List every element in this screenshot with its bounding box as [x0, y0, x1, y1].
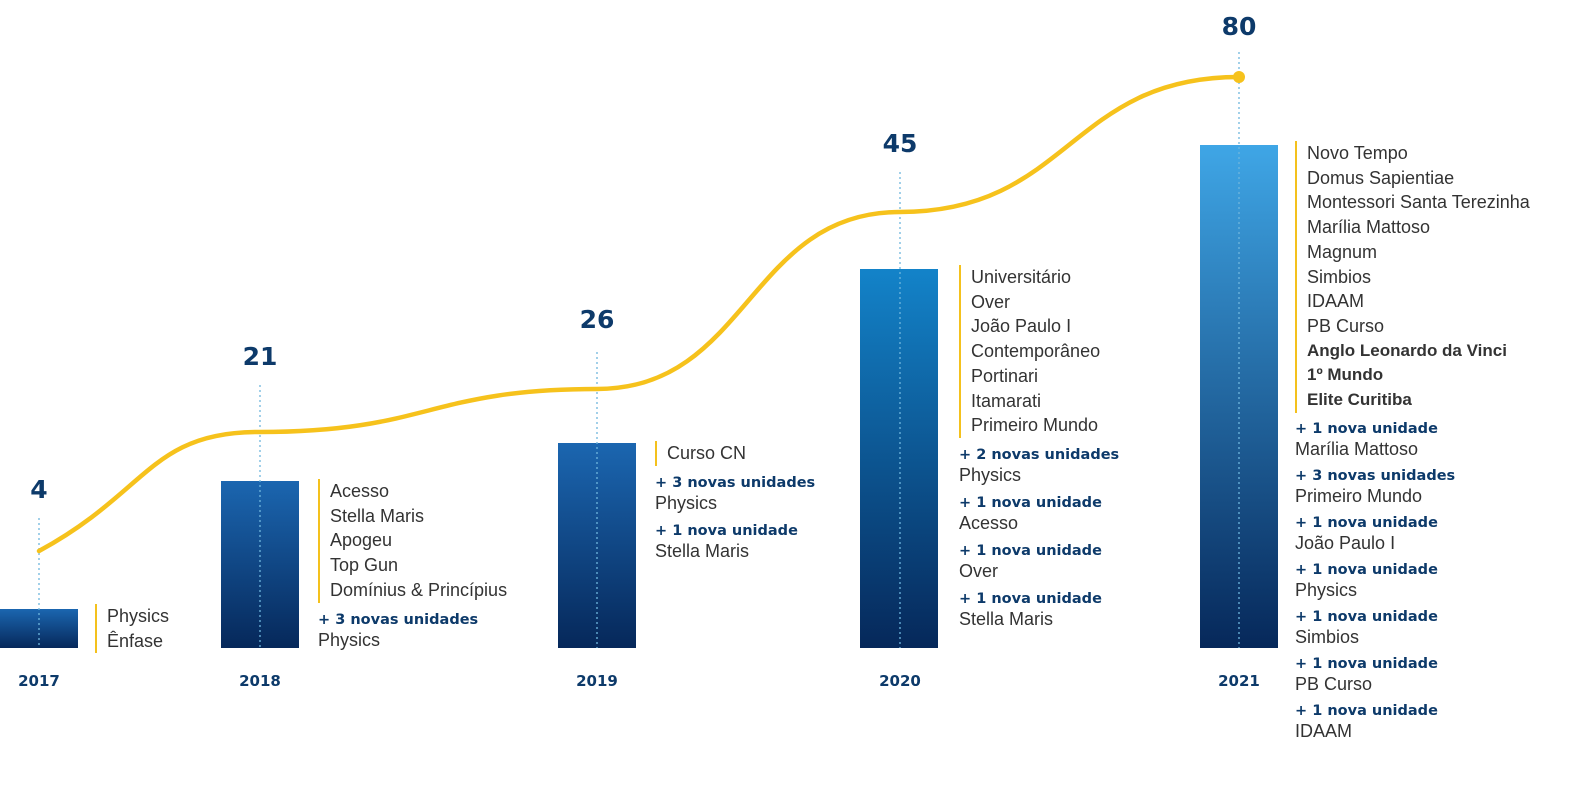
addition-count: + 1 nova unidade [959, 494, 1102, 511]
total-label-2020: 45 [883, 129, 918, 158]
unit-name: Top Gun [330, 555, 399, 576]
addition-unit-name: Stella Maris [959, 608, 1054, 629]
total-label-2017: 4 [30, 475, 47, 504]
unit-addition: + 1 nova unidade Stella Maris [655, 522, 815, 562]
unit-addition: + 1 nova unidade João Paulo I [1295, 514, 1530, 554]
new-units-list: Acesso Stella Maris Apogeu Top Gun Domínius … [318, 479, 507, 603]
unit-name: Acesso [330, 481, 390, 501]
addition-count: + 3 novas unidades [655, 474, 816, 491]
addition-count: + 1 nova unidade [1295, 702, 1438, 719]
unit-addition: + 1 nova unidade Marília Mattoso [1295, 420, 1530, 460]
addition-count: + 3 novas unidades [1295, 467, 1456, 484]
unit-name: Apogeu [330, 530, 393, 551]
unit-name: Primeiro Mundo [971, 415, 1099, 436]
total-label-2018: 21 [243, 342, 278, 371]
unit-addition: + 2 novas unidades Physics [959, 446, 1119, 486]
trend-line-end-dot [1233, 71, 1245, 83]
trend-line [36, 74, 1242, 554]
year-label-2020: 2020 [879, 672, 921, 690]
unit-addition: + 1 nova unidade PB Curso [1295, 655, 1530, 695]
unit-name: IDAAM [1307, 291, 1365, 312]
unit-name: Montessori Santa Terezinha [1307, 192, 1530, 213]
units-panel-2018: Acesso Stella Maris Apogeu Top Gun Domínius … [318, 479, 507, 651]
addition-count: + 3 novas unidades [318, 611, 479, 628]
unit-name: Elite Curitiba [1307, 390, 1412, 410]
addition-count: + 1 nova unidade [959, 590, 1102, 607]
unit-addition: + 1 nova unidade IDAAM [1295, 702, 1530, 742]
total-label-2019: 26 [580, 305, 615, 334]
addition-unit-name: PB Curso [1295, 673, 1373, 694]
year-label-2021: 2021 [1218, 672, 1260, 690]
units-panel-2017: Physics Ênfase [95, 604, 170, 654]
addition-unit-name: Stella Maris [655, 540, 750, 561]
unit-name: Universitário [971, 267, 1072, 287]
new-units-list: Physics Ênfase [95, 604, 170, 654]
unit-addition: + 1 nova unidade Acesso [959, 494, 1119, 534]
addition-unit-name: João Paulo I [1295, 532, 1396, 553]
unit-addition: + 1 nova unidade Simbios [1295, 608, 1530, 648]
addition-unit-name: Physics [655, 492, 718, 513]
addition-count: + 1 nova unidade [1295, 420, 1438, 437]
addition-unit-name: IDAAM [1295, 720, 1353, 741]
units-panel-2019: Curso CN + 3 novas unidades Physics + 1 nov… [655, 441, 815, 562]
addition-count: + 1 nova unidade [1295, 655, 1438, 672]
unit-name: Domus Sapientiae [1307, 167, 1455, 188]
addition-unit-name: Marília Mattoso [1295, 438, 1419, 459]
unit-addition: + 1 nova unidade Stella Maris [959, 590, 1119, 630]
year-label-2019: 2019 [576, 672, 618, 690]
unit-name: Stella Maris [330, 505, 425, 526]
unit-name: Novo Tempo [1307, 143, 1408, 163]
unit-name: Itamarati [971, 390, 1042, 411]
bar-2020 [860, 269, 938, 648]
unit-name: Simbios [1307, 266, 1372, 287]
addition-unit-name: Simbios [1295, 626, 1360, 647]
addition-count: + 1 nova unidade [1295, 514, 1438, 531]
unit-name: João Paulo I [971, 316, 1072, 337]
new-units-list: Novo Tempo Domus Sapientiae Montessori San… [1295, 141, 1530, 413]
year-label-2017: 2017 [18, 672, 60, 690]
addition-unit-name: Physics [959, 464, 1022, 485]
new-units-list: Curso CN [655, 441, 815, 466]
addition-count: + 2 novas unidades [959, 446, 1120, 463]
addition-unit-name: Primeiro Mundo [1295, 485, 1423, 506]
addition-count: + 1 nova unidade [1295, 561, 1438, 578]
addition-count: + 1 nova unidade [1295, 608, 1438, 625]
unit-name: 1º Mundo [1307, 365, 1384, 385]
unit-name: Curso CN [667, 443, 747, 463]
unit-name: Portinari [971, 365, 1039, 386]
unit-addition: + 3 novas unidades Physics [318, 611, 507, 651]
unit-name: Physics [107, 606, 170, 626]
unit-addition: + 3 novas unidades Primeiro Mundo [1295, 467, 1530, 507]
unit-name: Anglo Leonardo da Vinci [1307, 340, 1507, 360]
unit-addition: + 1 nova unidade Physics [1295, 561, 1530, 601]
unit-name: Domínius & Princípius [330, 579, 508, 600]
units-panel-2021: Novo Tempo Domus Sapientiae Montessori San… [1295, 141, 1530, 742]
unit-name: Contemporâneo [971, 341, 1101, 362]
unit-addition: + 3 novas unidades Physics [655, 474, 815, 514]
units-panel-2020: Universitário Over João Paulo I Contemporân… [959, 265, 1119, 630]
addition-count: + 1 nova unidade [959, 542, 1102, 559]
addition-unit-name: Physics [1295, 579, 1358, 600]
unit-name: Marília Mattoso [1307, 217, 1431, 238]
unit-name: Ênfase [107, 630, 164, 651]
year-label-2018: 2018 [239, 672, 281, 690]
unit-name: Magnum [1307, 241, 1378, 262]
addition-count: + 1 nova unidade [655, 522, 798, 539]
unit-addition: + 1 nova unidade Over [959, 542, 1119, 582]
addition-unit-name: Acesso [959, 512, 1019, 533]
unit-name: Over [971, 291, 1011, 312]
unit-name: PB Curso [1307, 315, 1385, 336]
addition-unit-name: Over [959, 560, 999, 581]
new-units-list: Universitário Over João Paulo I Contemporân… [959, 265, 1119, 438]
addition-unit-name: Physics [318, 629, 381, 650]
total-label-2021: 80 [1222, 12, 1257, 41]
